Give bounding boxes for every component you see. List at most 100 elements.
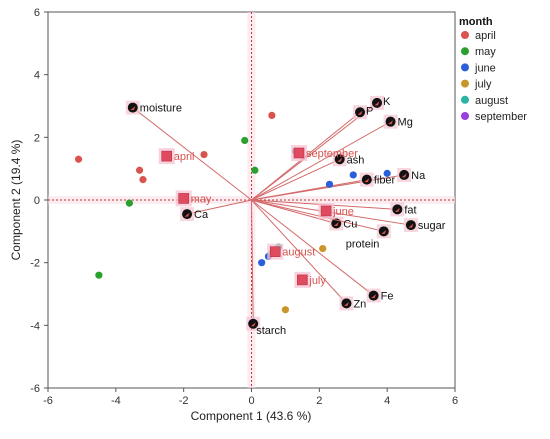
y-tick-label: -4 [30, 320, 40, 332]
loading-endpoint [385, 116, 396, 127]
x-axis-title: Component 1 (43.6 %) [191, 409, 312, 423]
loading-vector [251, 199, 337, 224]
data-point [258, 259, 266, 267]
data-point [125, 199, 133, 207]
x-tick-label: -2 [179, 395, 189, 407]
loading-vector [251, 121, 391, 201]
y-tick-label: -2 [30, 258, 40, 270]
loading-label: Zn [353, 298, 366, 310]
data-point [241, 136, 249, 145]
y-tick-label: 0 [34, 195, 40, 207]
data-point [139, 176, 147, 184]
axis-ticks: -6 -4 -2 0 2 4 6 -6 -4 -2 0 2 4 6 [30, 7, 458, 407]
data-point [325, 180, 334, 188]
centroid-label: may [191, 193, 212, 205]
x-tick-label: 6 [452, 395, 458, 407]
loading-vector [251, 199, 347, 304]
loading-endpoint [378, 226, 389, 237]
loading-arrowhead [394, 207, 400, 212]
y-axis-title: Component 2 (19.4 %) [9, 140, 23, 261]
x-tick-label: 0 [248, 395, 254, 407]
loading-endpoint [392, 204, 403, 215]
legend-marker [461, 31, 469, 39]
data-point [268, 111, 276, 119]
legend-entries: april may june july august september [461, 30, 527, 123]
loading-arrowhead [371, 294, 377, 299]
loading-vector [251, 199, 374, 296]
legend-label: april [475, 30, 496, 42]
centroid-marker [269, 246, 281, 257]
loading-endpoint [182, 209, 193, 220]
loading-vector [251, 179, 367, 201]
legend-label: may [475, 46, 496, 58]
loading-vector [251, 158, 340, 201]
loading-vector [186, 199, 252, 215]
loading-arrowhead [408, 223, 414, 228]
loading-label: Ca [194, 209, 209, 221]
loading-label: sugar [418, 220, 446, 232]
loading-arrowhead [333, 222, 339, 226]
centroid-marker [293, 147, 305, 159]
centroid-marker [161, 150, 173, 162]
legend-title: month [459, 16, 493, 28]
legend-label: september [475, 111, 527, 123]
y-tick-label: 4 [34, 70, 40, 82]
loading-label: Mg [398, 117, 413, 129]
centroid-label: august [282, 247, 315, 259]
loading-label: starch [256, 325, 286, 337]
loading-arrowhead [364, 178, 370, 183]
data-point [200, 150, 208, 159]
loading-label: Cu [343, 219, 357, 231]
loading-label: P [366, 105, 373, 117]
loading-label: moisture [140, 103, 182, 115]
loading-endpoint [355, 107, 366, 118]
legend-marker [461, 112, 469, 120]
loading-label: protein [346, 238, 380, 250]
data-point [319, 244, 327, 253]
loading-vector [251, 199, 384, 232]
loading-arrowhead [381, 229, 387, 234]
centroid-marker [320, 205, 332, 217]
loading-endpoint [399, 169, 410, 180]
centroid-label: july [308, 275, 326, 287]
loading-label: Fe [381, 291, 394, 303]
legend-label: june [474, 62, 496, 74]
loading-arrowhead [374, 101, 380, 106]
loading-label: Na [411, 170, 426, 182]
x-tick-label: -6 [43, 395, 53, 407]
centroid-label: september [306, 148, 358, 160]
loading-label: K [383, 96, 391, 108]
data-point [135, 166, 144, 174]
loading-arrowhead [337, 157, 343, 162]
data-point [349, 171, 357, 179]
centroid-label: june [332, 206, 354, 218]
data-point [95, 271, 103, 279]
legend-marker [461, 79, 469, 88]
loading-endpoint [341, 298, 352, 309]
legend-marker [461, 63, 469, 72]
loading-arrowhead [343, 301, 349, 306]
loading-arrowhead [184, 212, 190, 217]
legend-label: august [475, 95, 508, 107]
loading-endpoint [371, 97, 382, 108]
legend-label: july [474, 79, 492, 91]
loading-endpoint [361, 174, 372, 185]
loading-endpoint [127, 102, 138, 113]
x-tick-label: 2 [316, 395, 322, 407]
loading-vector [132, 107, 252, 201]
legend-marker [461, 47, 469, 56]
loading-endpoint [368, 290, 379, 301]
loading-label: ash [347, 154, 365, 166]
loading-label: fat [404, 204, 416, 216]
legend-marker [461, 95, 469, 104]
data-point [251, 166, 259, 174]
x-tick-label: -4 [111, 395, 121, 407]
group-centroids: september april may june august july [158, 145, 358, 288]
legend: month april may june july august september [459, 16, 527, 123]
data-point [383, 169, 391, 177]
x-tick-label: 4 [384, 395, 390, 407]
data-point [74, 155, 83, 163]
y-tick-label: -6 [30, 383, 40, 395]
